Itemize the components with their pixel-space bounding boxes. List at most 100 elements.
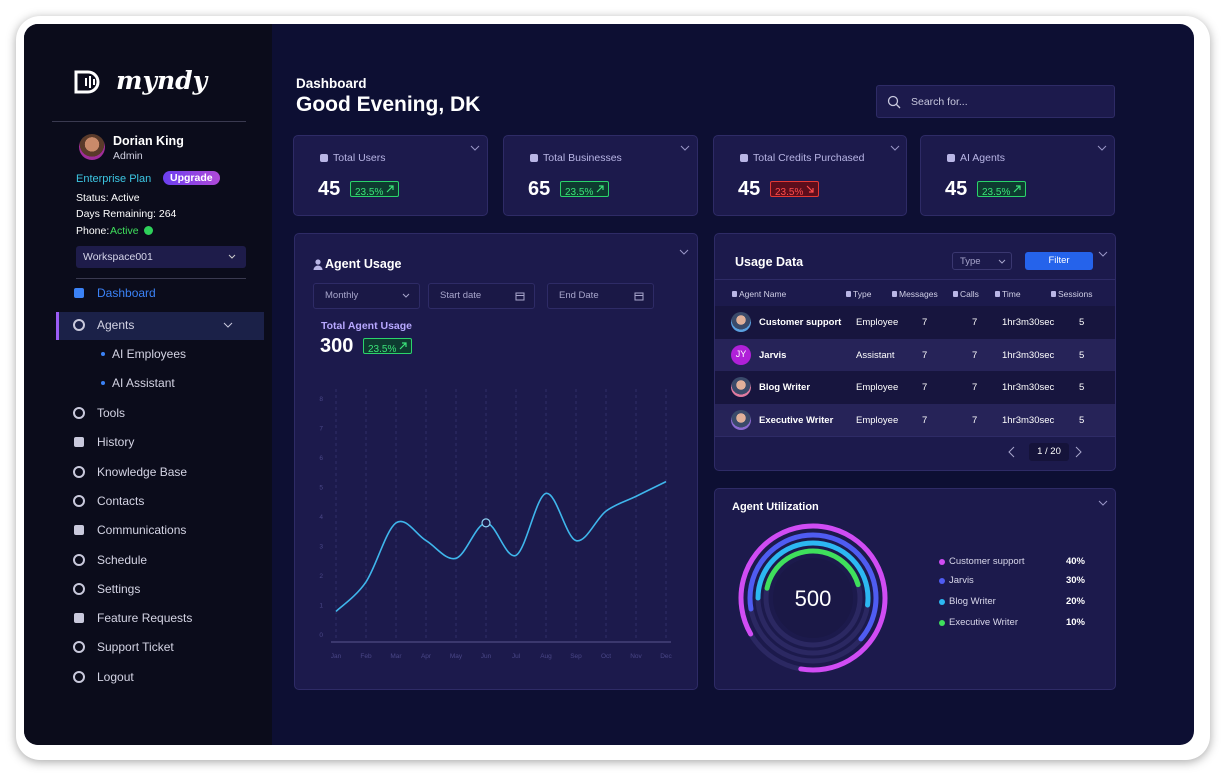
start-date[interactable]: Start date [428, 283, 535, 309]
plan: Enterprise Plan [76, 173, 152, 185]
avatar [731, 377, 751, 397]
column-header: Time [1002, 289, 1021, 299]
nav-item[interactable]: History [97, 435, 135, 450]
cell: 7 [972, 349, 978, 361]
search-icon [887, 95, 901, 109]
divider [715, 436, 1115, 437]
stat-icon [530, 154, 538, 162]
chevron [998, 259, 1006, 264]
logo-icon [74, 70, 100, 94]
nav-item[interactable]: Dashboard [97, 286, 156, 300]
table-row [715, 403, 1115, 436]
agent-usage-title: Agent Usage [325, 257, 402, 271]
nav-item[interactable]: Schedule [97, 552, 148, 567]
cell: Jarvis [759, 349, 787, 361]
column-header: Messages [899, 289, 938, 299]
nav-item[interactable]: Contacts [97, 493, 145, 508]
nav-icon [74, 613, 84, 624]
ring-arc [738, 523, 888, 673]
chevron [402, 293, 410, 298]
nav-item[interactable]: Feature Requests [97, 611, 193, 626]
icon-shape [74, 525, 84, 536]
arrow [806, 185, 814, 193]
next-page[interactable] [1073, 446, 1083, 458]
nav-icon [73, 582, 85, 595]
workspace: Workspace001 [83, 251, 153, 263]
x-tick-label: Jul [512, 653, 521, 660]
legend-label: Executive Writer [949, 617, 1018, 628]
nav-item[interactable]: Support Ticket [97, 640, 174, 655]
status-dot [144, 226, 153, 235]
nav-icon [73, 465, 85, 478]
trend-arrow [386, 185, 394, 193]
nav-item[interactable]: Settings [97, 581, 141, 596]
ring-center [773, 558, 853, 638]
calendar-icon [634, 292, 644, 301]
x-tick-label: Sep [570, 653, 582, 660]
nav-item[interactable]: Logout [97, 669, 134, 684]
search-placeholder: Search for... [911, 96, 968, 108]
avatar-initials: JY [735, 348, 747, 359]
change-badge: 23.5% [977, 181, 1027, 198]
stat-icon [740, 154, 748, 162]
cell: Employee [856, 382, 899, 393]
icon-shape [740, 154, 748, 162]
end-date[interactable]: End Date [547, 283, 654, 309]
nav-icon [73, 407, 85, 419]
days-remaining: Days Remaining: 264 [76, 208, 177, 220]
icon-shape [73, 407, 85, 419]
nav-item[interactable]: Communications [97, 523, 187, 538]
nav-item[interactable]: Knowledge Base [97, 464, 188, 479]
icon-shape [947, 154, 955, 162]
change-value: 23.5% [982, 187, 1011, 198]
cell: Employee [856, 317, 899, 328]
cell: Assistant [856, 349, 895, 361]
x-tick-label: Jan [331, 653, 342, 660]
page-box: 1 / 20 [1029, 443, 1069, 461]
type-select[interactable]: Type [952, 252, 1012, 270]
prev-page[interactable] [1007, 446, 1017, 458]
table-row [715, 371, 1115, 404]
upgrade-button[interactable]: Upgrade [163, 171, 220, 185]
icon-shape [73, 670, 85, 683]
nav-sub-item[interactable]: AI Employees [112, 347, 187, 361]
usage-data-title: Usage Data [735, 255, 804, 269]
chevron[interactable] [1098, 500, 1108, 507]
avatar: JY [731, 344, 751, 365]
x-tick-label: Dec [660, 653, 672, 660]
legend-value: 10% [1065, 617, 1085, 628]
cell: Executive Writer [759, 414, 834, 426]
stat-label: Total Credits Purchased [753, 152, 865, 164]
nav-item[interactable]: Agents [97, 318, 135, 332]
chevron[interactable] [679, 249, 689, 256]
filter-button[interactable]: Filter [1025, 252, 1093, 270]
search-box[interactable]: Search for... [876, 85, 1115, 118]
nav-item[interactable]: Tools [97, 406, 126, 420]
y-tick-label: 6 [319, 455, 323, 462]
type-filter: Type [960, 256, 981, 267]
utilization-title: Agent Utilization [732, 501, 819, 513]
chevron[interactable] [1098, 251, 1108, 258]
ring-arc [755, 540, 871, 656]
phone-label: Phone: [76, 225, 110, 237]
workspace-select[interactable]: Workspace001 [76, 246, 246, 268]
phone-status: Active [110, 225, 139, 237]
period-select[interactable]: Monthly [313, 283, 420, 309]
cell: 5 [1079, 414, 1085, 426]
calendar-icon [515, 292, 525, 301]
icon-shape [74, 613, 84, 624]
legend-dot [939, 559, 945, 565]
x-tick-label: Jun [481, 653, 492, 660]
nav-sub-item[interactable]: AI Assistant [112, 376, 175, 390]
nav-icon [74, 437, 84, 448]
cell: 1hr3m30sec [1002, 414, 1055, 426]
sub-bullet [101, 381, 105, 385]
arrow [399, 342, 407, 350]
cell: 7 [922, 382, 928, 393]
divider [52, 121, 246, 122]
change-value: 23.5% [355, 187, 384, 198]
period: Monthly [325, 290, 359, 301]
icon-shape [73, 582, 85, 595]
cell: 5 [1079, 382, 1085, 393]
